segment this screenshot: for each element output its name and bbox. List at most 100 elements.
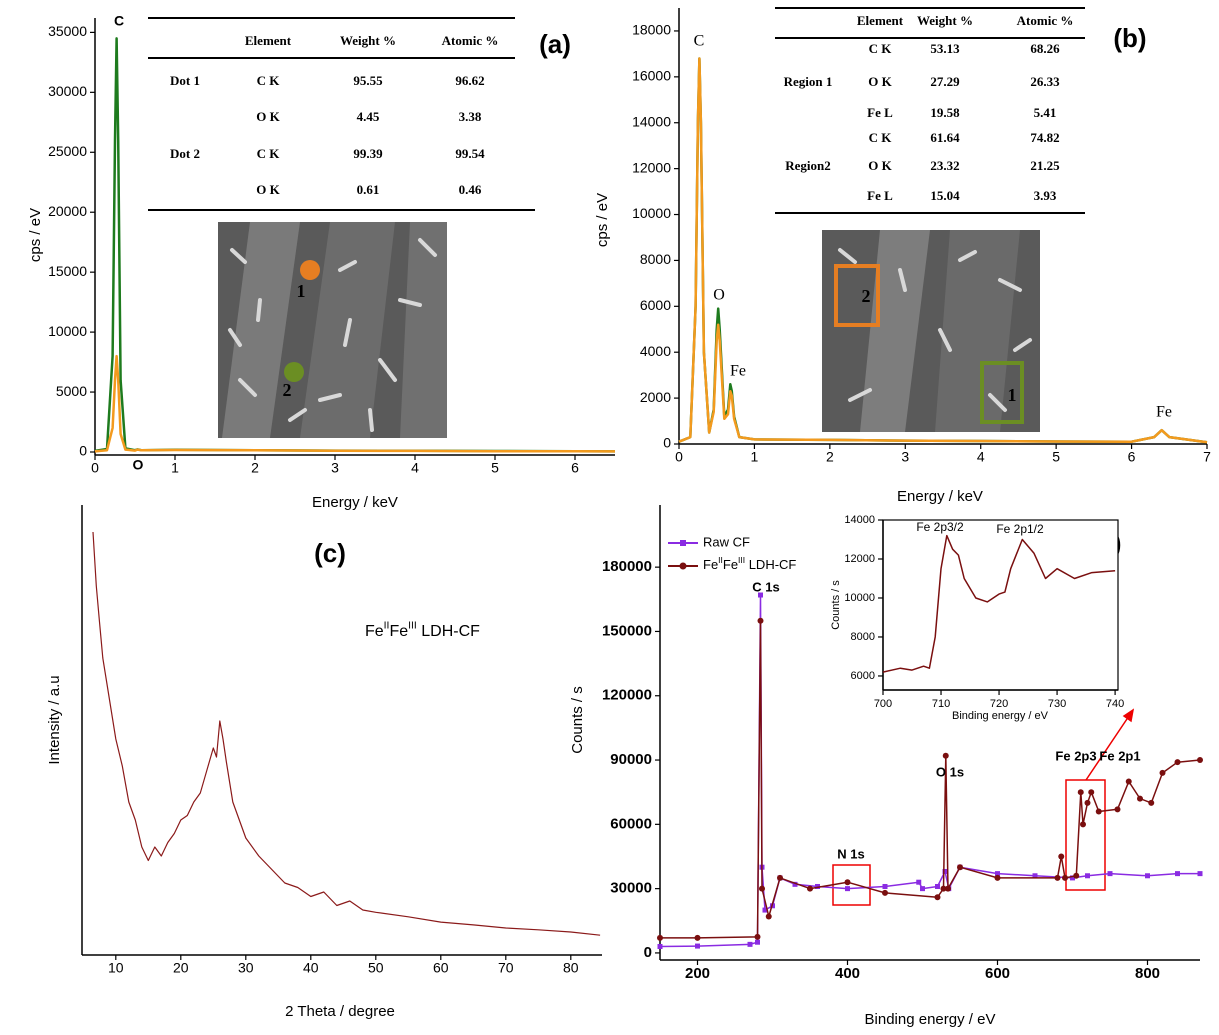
x-tick-label: 20 [173, 960, 189, 976]
table-cell: C K [869, 130, 893, 145]
table-cell: O K [868, 74, 892, 89]
point [657, 934, 663, 941]
y-tick-label: 14000 [632, 113, 671, 129]
panel: 200 400 600 8000300006000090000120000150000… [569, 505, 1203, 1028]
point [759, 885, 765, 892]
table-cell: 21.25 [1030, 158, 1060, 173]
text-segment: II [384, 620, 390, 631]
panel: 0 1 2 3 4 5 6 0 5000 10000 15000 20000 25000 30000 350… [27, 18, 616, 511]
table-cell: 0.61 [357, 182, 380, 197]
x-tick-label: 1 [751, 449, 759, 465]
legend-marker [680, 540, 686, 546]
y-tick-label: 2000 [640, 389, 671, 405]
point [1084, 799, 1091, 806]
point [1095, 808, 1102, 815]
point [935, 883, 940, 889]
x-axis-label: 2 Theta / degree [285, 1003, 395, 1020]
inset-label: 2 [862, 286, 871, 306]
point [815, 883, 820, 889]
legend-label: FeIIFeIII LDH-CF [703, 555, 796, 572]
x-axis-label: Energy / keV [312, 494, 398, 511]
y-tick-label: 150000 [602, 622, 652, 639]
table: Element Weight % Atomic % Dot 1 C K 95.55 96.6… [148, 17, 535, 211]
point [758, 592, 763, 598]
point [694, 934, 701, 941]
series-line [678, 57, 1208, 444]
table-cell: 23.32 [930, 158, 959, 173]
point [1197, 871, 1203, 877]
point [792, 881, 798, 887]
panel: 700 710 720 730 740 6000 8000 10000 12000 14000 Bi… [830, 514, 1124, 722]
point [882, 883, 888, 889]
annotation: O [133, 457, 144, 473]
point [747, 941, 753, 947]
y-tick-label: 30000 [48, 83, 87, 99]
x-tick-label: 740 [1106, 698, 1124, 710]
x-tick-label: 10 [108, 960, 124, 976]
y-tick-label: 18000 [632, 22, 671, 38]
text-segment: Fe [365, 623, 384, 640]
x-tick-label: 400 [835, 965, 860, 982]
table-cell: 19.58 [930, 105, 960, 120]
table-cell: 61.64 [930, 130, 960, 145]
x-tick-label: 4 [411, 460, 419, 476]
point [757, 617, 764, 624]
point [920, 886, 925, 892]
x-tick-label: 40 [303, 960, 319, 976]
point [1058, 853, 1065, 860]
x-axis-label: Binding energy / eV [865, 1011, 996, 1028]
point [845, 886, 850, 892]
table: Element Weight % Atomic % C K 53.13 68.26 Regi… [775, 7, 1085, 214]
table-cell: 68.26 [1030, 41, 1060, 56]
point [1175, 871, 1180, 877]
y-tick-label: 35000 [48, 23, 87, 39]
series-line [882, 534, 1116, 673]
y-axis-label: Intensity / a.u [46, 675, 63, 764]
y-axis-label: cps / eV [594, 193, 611, 247]
series-line [92, 531, 601, 936]
point [1070, 875, 1075, 881]
annotation: O [713, 287, 725, 304]
table-cell: Fe L [867, 105, 893, 120]
x-tick-label: 600 [985, 965, 1010, 982]
table-cell: 96.62 [455, 73, 484, 88]
y-axis-label: Counts / s [830, 580, 842, 630]
annotation: Fe 2p3/2 [916, 520, 964, 534]
table-cell: 27.29 [930, 74, 960, 89]
text-segment: II [718, 555, 723, 565]
x-tick-label: 700 [874, 698, 892, 710]
table-header: Weight % [917, 13, 973, 28]
table-cell: Region2 [785, 158, 831, 173]
point [1174, 759, 1181, 766]
point [995, 871, 1000, 877]
table-cell: O K [868, 158, 892, 173]
point [777, 874, 783, 881]
x-axis-label: Binding energy / eV [952, 710, 1049, 722]
table-cell: 99.54 [455, 146, 485, 161]
y-axis-label: Counts / s [569, 686, 586, 754]
plot-frame [882, 519, 1119, 691]
x-tick-label: 6 [1128, 449, 1136, 465]
highlight-boxes [832, 708, 1135, 906]
point [657, 943, 663, 949]
point [1054, 874, 1061, 881]
x-tick-label: 60 [433, 960, 449, 976]
panel: 10 20 30 40 50 60 70 80 2 Theta / degree Intensit… [46, 505, 602, 1020]
table-cell: Dot 2 [170, 146, 200, 161]
x-tick-label: 720 [990, 698, 1008, 710]
point [1159, 769, 1166, 776]
point [940, 885, 947, 892]
y-tick-label: 0 [79, 443, 87, 459]
y-tick-label: 120000 [602, 687, 652, 704]
text-segment: LDH-CF [745, 557, 796, 572]
table-cell: C K [869, 41, 893, 56]
x-tick-label: 3 [331, 460, 339, 476]
x-tick-label: 6 [571, 460, 579, 476]
x-tick-label: 730 [1048, 698, 1066, 710]
point [765, 913, 772, 920]
y-tick-label: 5000 [56, 383, 87, 399]
x-tick-label: 50 [368, 960, 384, 976]
text-segment: Fe [723, 557, 738, 572]
inset-label: 1 [297, 281, 306, 301]
